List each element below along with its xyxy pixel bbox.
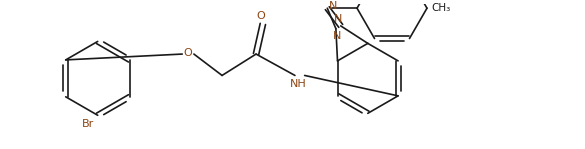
- Text: Br: Br: [82, 119, 94, 129]
- Text: O: O: [257, 11, 266, 21]
- Text: CH₃: CH₃: [431, 3, 450, 13]
- Text: NH: NH: [290, 79, 306, 89]
- Text: O: O: [184, 48, 192, 58]
- Text: N: N: [333, 31, 341, 41]
- Text: N: N: [329, 1, 338, 11]
- Text: N: N: [333, 14, 342, 24]
